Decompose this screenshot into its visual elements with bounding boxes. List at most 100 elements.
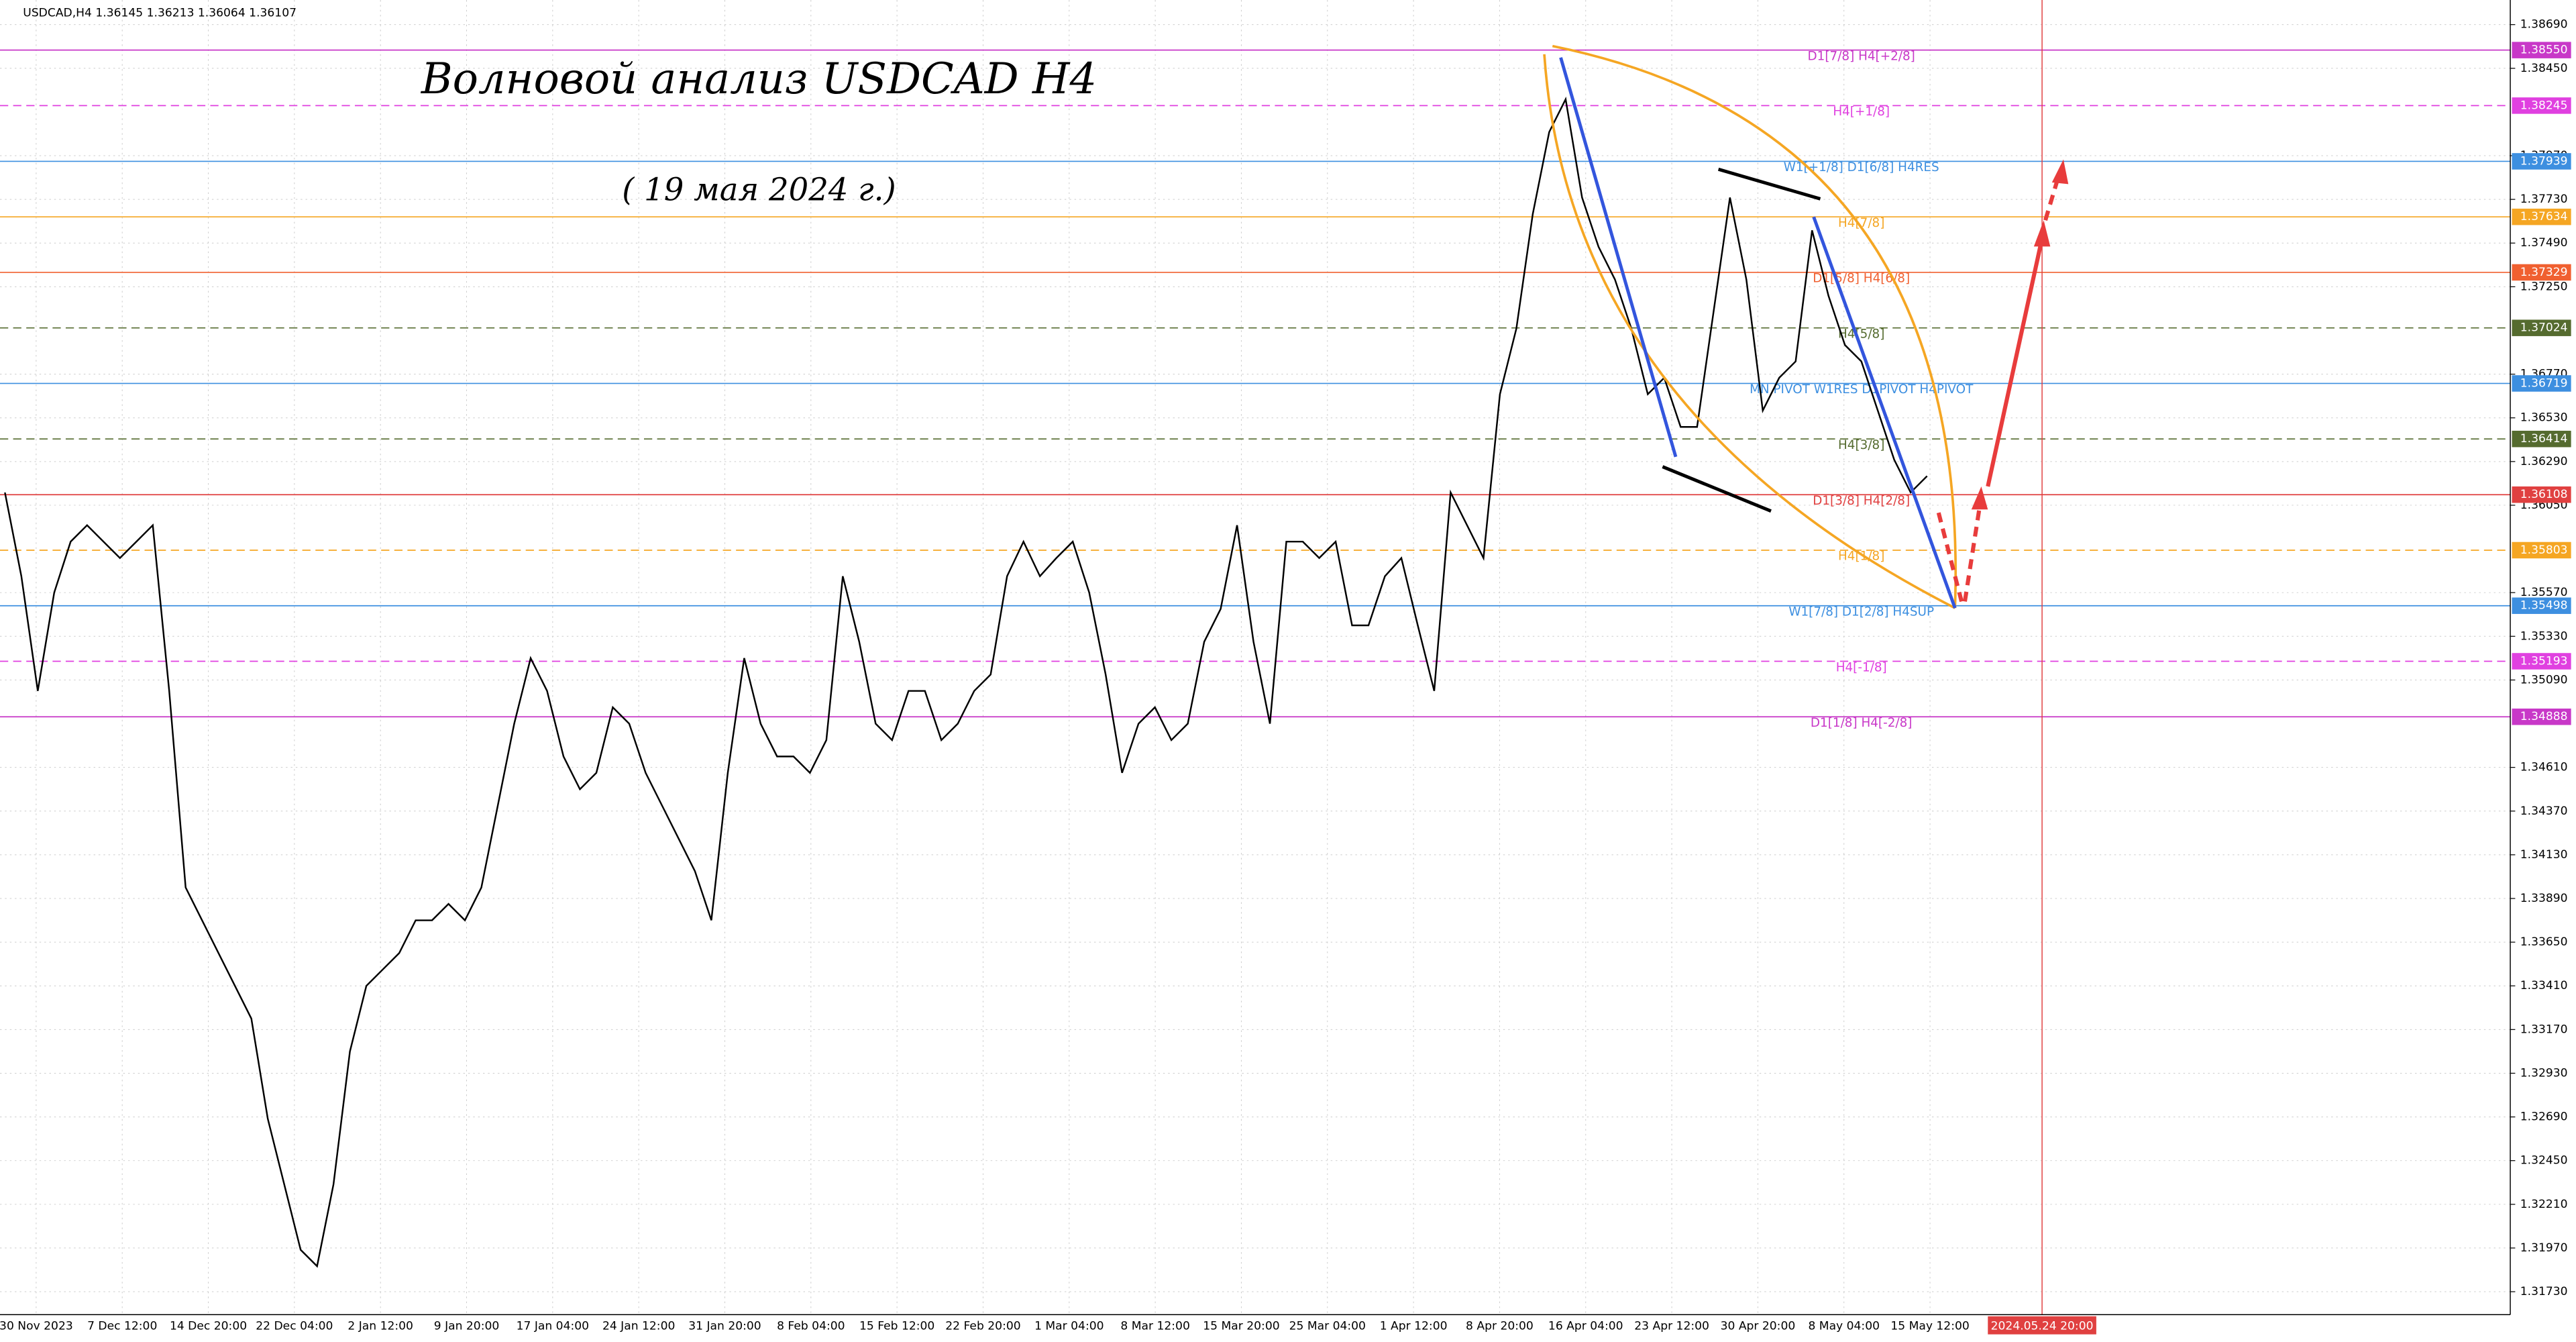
y-tick-label: 1.34130: [2520, 848, 2568, 862]
y-tick-label: 1.37490: [2520, 236, 2568, 250]
x-tick-label: 30 Apr 20:00: [1721, 1319, 1796, 1333]
chart-title: Волновой анализ USDCAD H4: [421, 54, 1097, 104]
level-tag: [2512, 430, 2571, 448]
y-tick-label: 1.38450: [2520, 62, 2568, 75]
axes: 1.31730 1.31970 1.32210 1.32450 1.32690 1.329…: [0, 18, 2571, 1333]
y-tick-label: 1.31970: [2520, 1241, 2568, 1255]
x-tick-label: 31 Jan 20:00: [688, 1319, 761, 1333]
arrow-head: [1971, 486, 1988, 510]
y-tick-label: 1.32450: [2520, 1154, 2568, 1168]
x-tick-label: 15 May 12:00: [1890, 1319, 1969, 1333]
x-tick-label: 23 Apr 12:00: [1634, 1319, 1709, 1333]
x-tick-label: 7 Dec 12:00: [87, 1319, 157, 1333]
level-text: W1[7/8] D1[2/8] H4SUP: [1788, 605, 1934, 619]
price-line: [4, 97, 1928, 1268]
channel-line: [1662, 465, 1772, 513]
level-text: W1[+1/8] D1[6/8] H4RES: [1784, 160, 1939, 174]
marks: [4, 97, 1928, 1268]
level-text: H4[3/8]: [1838, 438, 1884, 452]
level-text: MN PIVOT W1RES D1PIVOT H4PIVOT: [1750, 382, 1974, 397]
grid: [0, 0, 2511, 1315]
forecast: [1962, 496, 1984, 602]
forecast: [1936, 512, 1964, 603]
x-tick-label: 14 Dec 20:00: [170, 1319, 247, 1333]
level-tag: [2512, 375, 2571, 392]
y-tick-label: 1.35330: [2520, 629, 2568, 643]
level-tag: [2512, 42, 2571, 58]
x-tick-label: 22 Feb 20:00: [945, 1319, 1020, 1333]
level-tag: [2512, 708, 2571, 725]
x-tick-label: 22 Dec 04:00: [256, 1319, 333, 1333]
level-price: 1.38245: [2520, 99, 2568, 112]
y-tick-label: 1.35090: [2520, 673, 2568, 686]
x-tick-label: 1 Apr 12:00: [1380, 1319, 1448, 1333]
level-tag: [2512, 264, 2571, 281]
level-price: 1.34888: [2520, 710, 2568, 723]
level-price: 1.37634: [2520, 210, 2568, 223]
level-price: 1.36719: [2520, 376, 2568, 390]
arc: [1552, 44, 1957, 609]
level-tag: [2512, 319, 2571, 336]
y-tick-label: 1.36290: [2520, 455, 2568, 468]
levels: D1[7/8] H4[+2/8] H4[+1/8] W1[+1/8] D1[6/8]…: [0, 49, 2511, 730]
x-tick-label: 24 Jan 12:00: [602, 1319, 675, 1333]
y-tick-label: 1.34610: [2520, 761, 2568, 774]
header: USDCAD,H4 1.36145 1.36213 1.36064 1.3610…: [23, 7, 297, 20]
y-tick-label: 1.32690: [2520, 1111, 2568, 1124]
x-tick-label: 15 Feb 12:00: [859, 1319, 934, 1333]
x-tick-label: 8 Mar 12:00: [1120, 1319, 1189, 1333]
x-tick-label: 9 Jan 20:00: [434, 1319, 500, 1333]
level-text: H4[1/8]: [1838, 550, 1884, 564]
level-price: 1.35803: [2520, 544, 2568, 557]
level-price: 1.36414: [2520, 432, 2568, 446]
level-tag: [2512, 597, 2571, 614]
future-label-bg: [1988, 1316, 2096, 1335]
level-price: 1.37939: [2520, 154, 2568, 168]
level-text: D1[7/8] H4[+2/8]: [1808, 49, 1915, 63]
level-tag: [2512, 97, 2571, 114]
x-tick-label: 8 May 04:00: [1808, 1319, 1880, 1333]
level-tag: [2512, 208, 2571, 225]
y-tick-label: 1.32930: [2520, 1066, 2568, 1080]
level-price: 1.35498: [2520, 599, 2568, 613]
x-tick-label: 16 Apr 04:00: [1548, 1319, 1623, 1333]
y-tick-label: 1.33890: [2520, 892, 2568, 905]
subtitle: ( 19 мая 2024 г.): [622, 172, 896, 208]
level-price: 1.38550: [2520, 44, 2568, 57]
forecast: [2043, 170, 2062, 221]
level-tag: [2512, 541, 2571, 559]
x-tick-label: 25 Mar 04:00: [1289, 1319, 1366, 1333]
y-tick-label: 1.36530: [2520, 411, 2568, 425]
level-price: 1.35193: [2520, 654, 2568, 668]
level-tag: [2512, 153, 2571, 170]
level-price: 1.37329: [2520, 266, 2568, 279]
y-tick-label: 1.37730: [2520, 193, 2568, 206]
arrow-head: [2051, 159, 2069, 185]
x-tick-label: 17 Jan 04:00: [517, 1319, 589, 1333]
y-tick-label: 1.35570: [2520, 586, 2568, 599]
x-tick-label: 8 Feb 04:00: [777, 1319, 845, 1333]
wave-line: [1812, 216, 1957, 609]
x-tick-label: 8 Apr 20:00: [1466, 1319, 1534, 1333]
level-tag: [2512, 486, 2571, 503]
x-tick-label: 30 Nov 2023: [0, 1319, 73, 1333]
arrow-head: [2033, 220, 2051, 247]
x-tick-label: 1 Mar 04:00: [1034, 1319, 1104, 1333]
channel-line: [1717, 167, 1821, 201]
y-tick-label: 1.31730: [2520, 1285, 2568, 1298]
y-tick-label: 1.34370: [2520, 805, 2568, 818]
wave-line: [1559, 57, 1678, 458]
y-tick-label: 1.37250: [2520, 280, 2568, 293]
y-tick-label: 1.33170: [2520, 1023, 2568, 1036]
level-text: H4[7/8]: [1838, 216, 1884, 230]
level-text: D1[3/8] H4[2/8]: [1813, 494, 1910, 508]
y-tick-label: 1.33410: [2520, 979, 2568, 992]
annotations: [1543, 44, 2069, 609]
level-text: H4[+1/8]: [1833, 105, 1890, 119]
forecast: [1986, 238, 2045, 487]
level-text: H4[5/8]: [1838, 327, 1884, 341]
level-price: 1.37024: [2520, 321, 2568, 335]
y-tick-label: 1.32210: [2520, 1198, 2568, 1211]
